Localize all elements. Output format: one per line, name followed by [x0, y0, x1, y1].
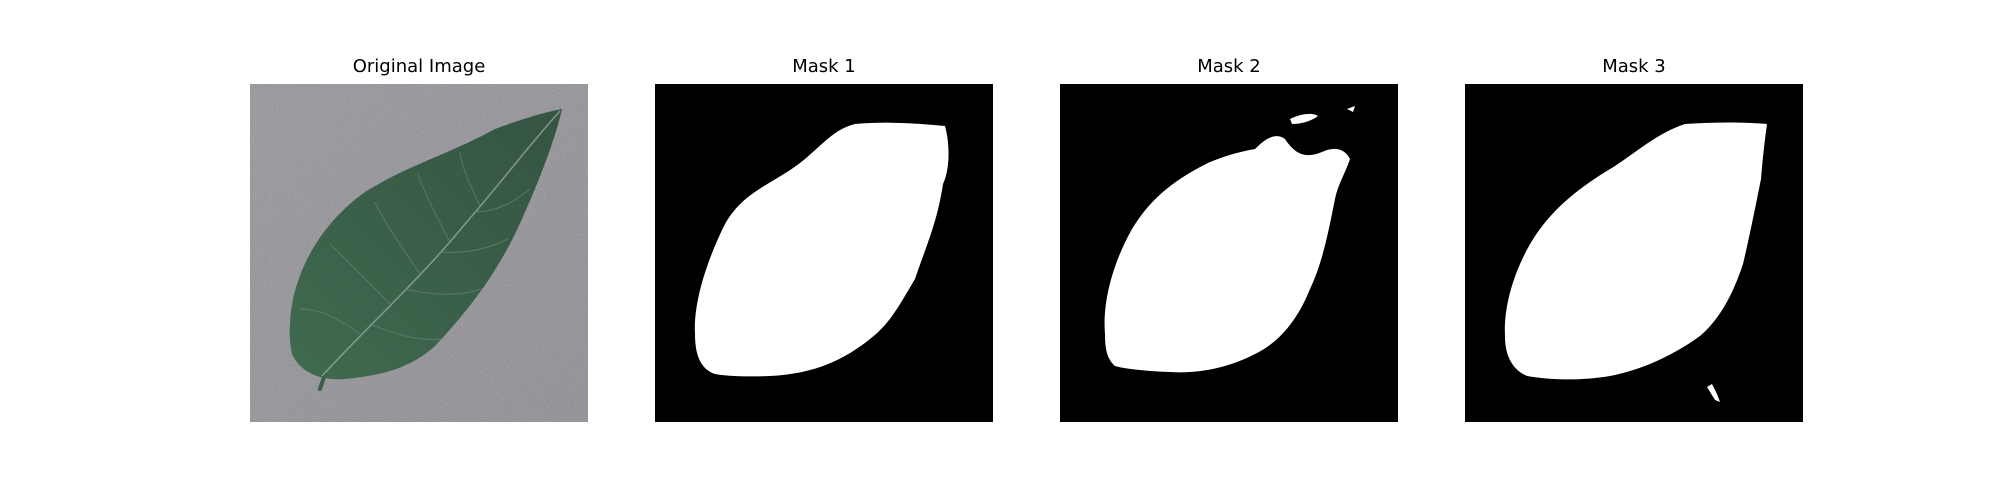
- mask-1-graphic: [655, 84, 993, 422]
- leaf-stem: [318, 372, 327, 391]
- panel-title-original: Original Image: [352, 56, 486, 77]
- mask-3-graphic: [1465, 84, 1803, 422]
- panel-title-mask-2: Mask 2: [1197, 56, 1261, 77]
- mask-3-image: [1465, 84, 1803, 422]
- mask-2-speck-2: [1347, 106, 1355, 112]
- original-image-graphic: [250, 84, 588, 422]
- leaf: [289, 109, 562, 380]
- leaf-midrib: [321, 110, 561, 377]
- mask-1-region: [694, 122, 949, 377]
- leaf-veins: [299, 151, 531, 341]
- mask-2-speck-1: [1290, 113, 1318, 124]
- mask-2-region: [1104, 136, 1350, 373]
- original-image: [250, 84, 588, 422]
- mask-3-region: [1504, 122, 1767, 380]
- mask-2-graphic: [1060, 84, 1398, 422]
- mask-1-image: [655, 84, 993, 422]
- mask-2-image: [1060, 84, 1398, 422]
- panel-title-mask-3: Mask 3: [1602, 56, 1666, 77]
- panel-title-mask-1: Mask 1: [792, 56, 856, 77]
- mask-3-speck: [1707, 384, 1720, 402]
